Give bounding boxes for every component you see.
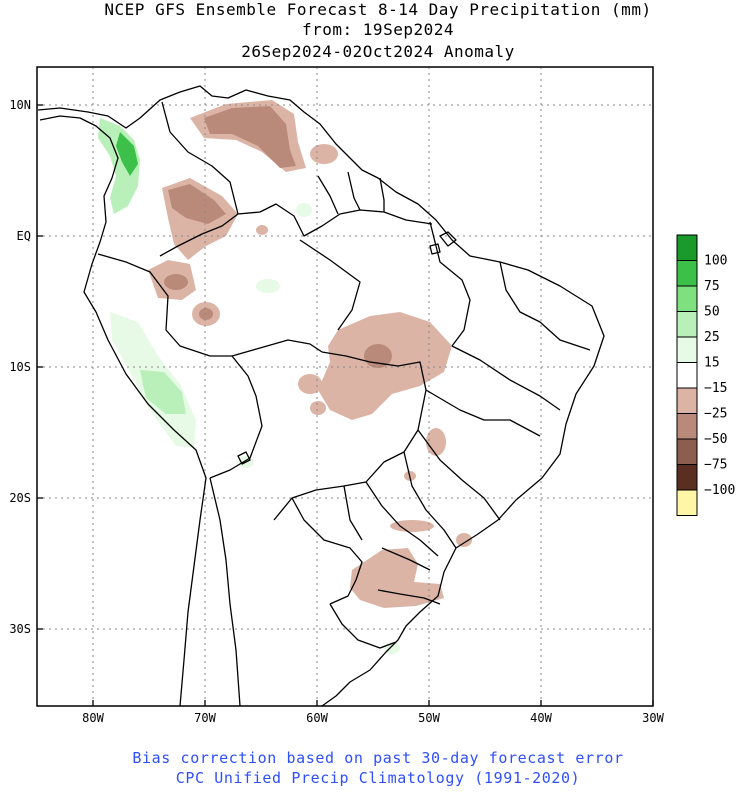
legend-swatch <box>676 464 698 491</box>
legend-swatch <box>676 285 698 312</box>
legend-label: −100 <box>704 483 735 498</box>
legend-label: 15 <box>704 356 720 371</box>
brazil-state-lines <box>299 221 591 605</box>
dry-anomaly-spot-e <box>426 428 446 456</box>
wet-anomaly-colombia-core <box>116 132 138 176</box>
lat-label-10n: 10N <box>9 98 31 112</box>
dry-anomaly-spot-c <box>298 374 322 394</box>
amazon-delta-islands <box>429 231 457 255</box>
map-frame <box>36 66 654 707</box>
border-paraguay <box>291 497 363 605</box>
wet-anomaly-spot-2 <box>296 203 312 217</box>
legend-swatch <box>676 336 698 363</box>
dry-anomaly-peru-n-core <box>199 308 213 320</box>
legend-label: 75 <box>704 279 720 294</box>
lon-label-80w: 80W <box>82 711 104 725</box>
wet-anomaly-peru-core <box>140 370 186 414</box>
dry-anomaly-parana <box>350 548 444 608</box>
legend-swatches <box>676 234 698 516</box>
legend-swatch <box>676 387 698 414</box>
border-venezuela-brazil <box>237 203 433 237</box>
axis-ticks <box>37 104 654 706</box>
dry-anomaly-spot-b <box>256 225 268 235</box>
legend-swatch <box>676 311 698 338</box>
west-coast-outline <box>39 115 207 707</box>
border-bolivia-peru <box>209 355 263 479</box>
map-title-line-2: from: 19Sep2024 <box>302 20 454 39</box>
dry-anomaly-venezuela-core <box>204 106 296 168</box>
border-ecuador-peru <box>97 253 323 357</box>
anomaly-fields <box>98 100 472 654</box>
legend-label: −15 <box>704 381 727 396</box>
legend-label: −75 <box>704 458 727 473</box>
legend-label: 50 <box>704 305 720 320</box>
border-colombia-venezuela <box>159 101 239 257</box>
footer-note-climatology: CPC Unified Precip Climatology (1991-202… <box>175 769 581 787</box>
lon-label-50w: 50W <box>418 711 440 725</box>
legend-swatch <box>676 234 698 261</box>
dry-anomaly-spot-g <box>390 520 434 532</box>
dry-anomaly-colombia-core <box>168 184 226 224</box>
legend-labels: 100 75 50 25 15 −15 −25 −50 −75 −100 <box>704 254 735 499</box>
dry-anomaly-spot-a <box>310 144 338 164</box>
lat-label-30s: 30S <box>9 622 31 636</box>
lat-label-20s: 20S <box>9 491 31 505</box>
legend-label: −25 <box>704 407 727 422</box>
legend-label: 100 <box>704 254 727 269</box>
lon-label-30w: 30W <box>642 711 664 725</box>
lon-label-60w: 60W <box>306 711 328 725</box>
dry-anomaly-ecuador-core <box>164 274 188 290</box>
wet-anomaly-spot-1 <box>256 279 280 293</box>
border-brazil-bolivia <box>273 351 427 521</box>
legend-swatch <box>676 362 698 389</box>
dry-anomaly-spot-d <box>310 401 326 415</box>
legend-swatch <box>676 438 698 465</box>
lon-label-40w: 40W <box>530 711 552 725</box>
footer-note-bias-correction: Bias correction based on past 30-day for… <box>132 749 624 767</box>
legend-swatch <box>676 413 698 440</box>
map-title-line-1: NCEP GFS Ensemble Forecast 8-14 Day Prec… <box>104 0 652 19</box>
legend-label: −50 <box>704 432 727 447</box>
border-argentina-chile <box>209 477 241 707</box>
dry-anomaly-spot-h <box>456 533 472 547</box>
lake-titicaca <box>237 451 251 465</box>
legend-swatch <box>676 489 698 516</box>
legend: 100 75 50 25 15 −15 −25 −50 −75 −100 <box>676 234 735 516</box>
continent-outline <box>37 85 605 707</box>
graticule <box>37 67 653 706</box>
latitude-labels: 10N EQ 10S 20S 30S <box>9 98 31 636</box>
border-uruguay <box>329 603 397 649</box>
legend-label: 25 <box>704 330 720 345</box>
lat-label-10s: 10S <box>9 360 31 374</box>
lat-label-eq: EQ <box>17 229 31 243</box>
legend-swatch <box>676 260 698 287</box>
longitude-labels: 80W 70W 60W 50W 40W 30W <box>82 711 664 725</box>
lon-label-70w: 70W <box>194 711 216 725</box>
map-title-line-3: 26Sep2024-02Oct2024 Anomaly <box>241 42 515 61</box>
border-guianas <box>317 171 385 215</box>
coastlines-and-borders <box>37 85 605 707</box>
